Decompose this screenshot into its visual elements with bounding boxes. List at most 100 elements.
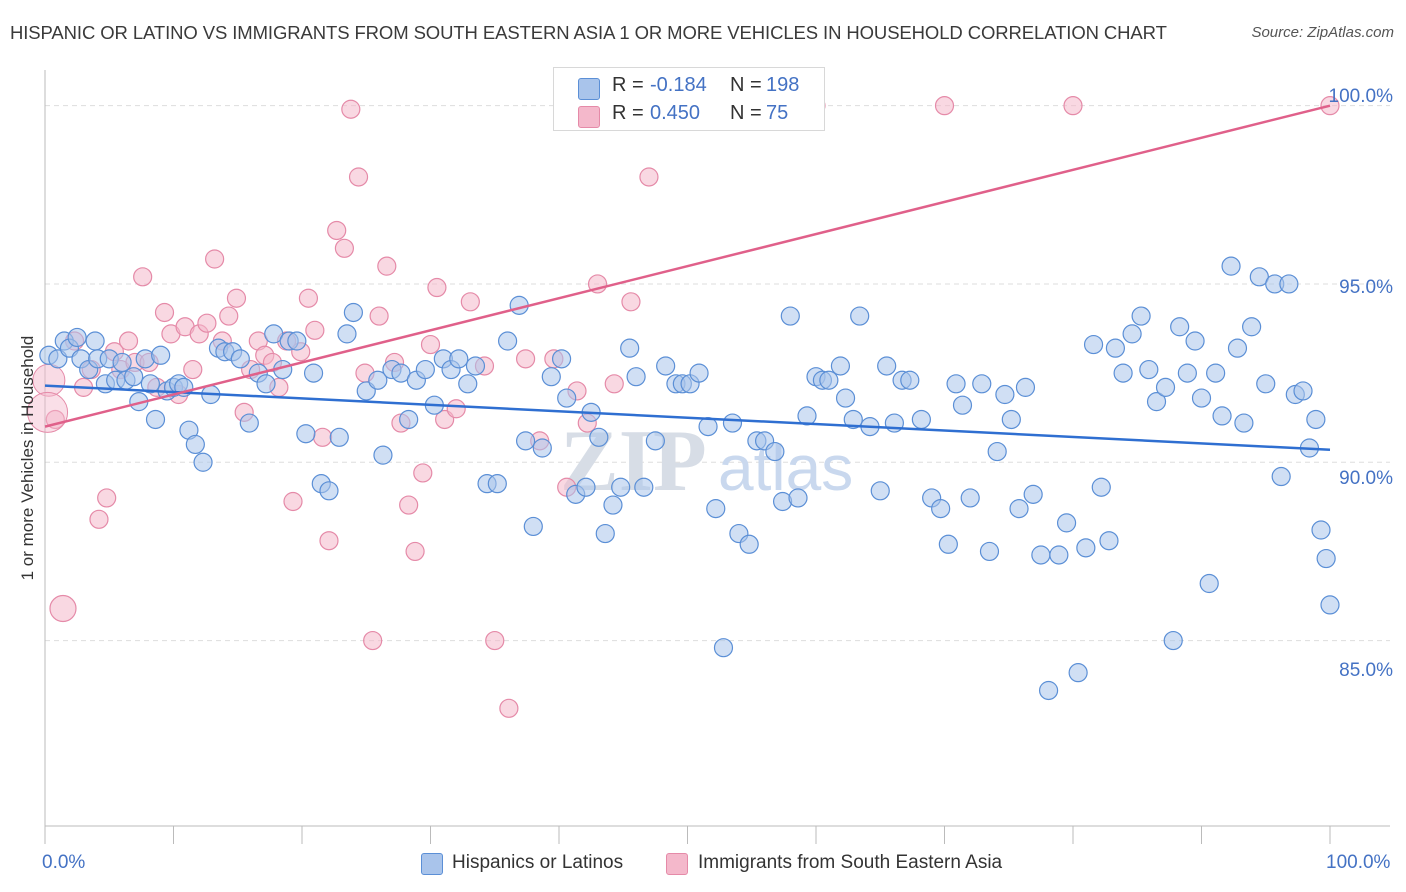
data-point-hispanics xyxy=(706,499,726,519)
data-point-hispanics xyxy=(1038,680,1059,701)
data-point-immigrants xyxy=(283,491,303,512)
data-point-hispanics xyxy=(931,499,951,519)
data-point-immigrants xyxy=(298,288,319,308)
chart-source: Source: ZipAtlas.com xyxy=(1251,24,1394,41)
legend-n-label: N = xyxy=(730,74,762,96)
data-point-immigrants xyxy=(197,313,217,333)
data-point-hispanics xyxy=(415,359,435,380)
data-point-hispanics xyxy=(1234,413,1254,433)
data-point-hispanics xyxy=(458,374,478,394)
data-point-immigrants xyxy=(334,238,355,258)
trend-line-hispanics xyxy=(44,384,1331,452)
data-point-hispanics xyxy=(1099,531,1119,551)
data-point-hispanics xyxy=(193,452,213,472)
data-point-hispanics xyxy=(1068,663,1088,683)
data-point-immigrants xyxy=(154,302,175,323)
data-point-hispanics xyxy=(739,534,759,554)
data-point-hispanics xyxy=(698,417,718,437)
data-point-hispanics xyxy=(1139,359,1159,380)
data-point-hispanics xyxy=(449,349,469,369)
bottom-legend-hispanics: Hispanics or Latinos xyxy=(452,852,624,873)
data-point-hispanics xyxy=(634,477,654,497)
data-point-hispanics xyxy=(946,374,966,394)
data-point-hispanics xyxy=(230,349,250,369)
data-point-hispanics xyxy=(1177,363,1197,383)
data-point-hispanics xyxy=(343,302,363,323)
data-point-hispanics xyxy=(287,331,307,351)
x-tick-min: 0.0% xyxy=(42,852,86,873)
data-point-hispanics xyxy=(487,474,507,494)
y-tick-90: 90.0% xyxy=(1339,468,1393,489)
data-point-immigrants xyxy=(133,267,153,287)
legend-swatch-blue xyxy=(578,78,600,100)
legend-n-value: 75 xyxy=(766,102,789,124)
data-point-hispanics xyxy=(819,370,839,390)
data-point-immigrants xyxy=(363,630,383,651)
blue-points-layer xyxy=(39,256,1340,701)
data-point-hispanics xyxy=(843,409,863,430)
data-point-hispanics xyxy=(911,409,931,430)
bottom-legend-swatch-pink xyxy=(666,853,688,875)
data-point-hispanics xyxy=(689,363,709,383)
data-point-hispanics xyxy=(603,495,623,515)
data-point-immigrants xyxy=(604,374,624,394)
data-point-hispanics xyxy=(589,427,609,447)
data-point-hispanics xyxy=(900,370,920,390)
data-point-immigrants xyxy=(446,399,466,419)
svg-text:atlas: atlas xyxy=(718,432,853,504)
data-point-hispanics xyxy=(303,363,324,383)
data-point-hispanics xyxy=(1155,377,1176,397)
data-point-hispanics xyxy=(368,370,388,390)
data-point-immigrants xyxy=(460,292,480,312)
data-point-hispanics xyxy=(972,374,992,394)
data-point-hispanics xyxy=(656,356,676,376)
data-point-hispanics xyxy=(1056,513,1077,533)
legend-r-value: 0.450 xyxy=(650,102,701,124)
data-point-immigrants xyxy=(639,167,659,187)
pink-points-layer xyxy=(27,96,1340,718)
trend-line-immigrants xyxy=(44,104,1331,428)
data-point-hispanics xyxy=(1001,409,1021,430)
data-point-hispanics xyxy=(319,481,339,501)
data-point-hispanics xyxy=(1185,331,1205,351)
data-point-hispanics xyxy=(1113,363,1133,383)
legend-n-value: 198 xyxy=(766,74,800,96)
data-point-hispanics xyxy=(987,441,1007,462)
data-point-hispanics xyxy=(1009,499,1029,519)
data-point-hispanics xyxy=(850,306,870,326)
data-point-hispanics xyxy=(870,481,890,501)
data-point-hispanics xyxy=(140,374,160,394)
data-point-hispanics xyxy=(1122,324,1142,344)
data-point-immigrants xyxy=(327,220,347,241)
data-point-hispanics xyxy=(765,441,785,462)
data-point-immigrants xyxy=(405,541,425,562)
data-point-immigrants xyxy=(499,698,519,718)
data-point-hispanics xyxy=(722,413,743,433)
data-point-hispanics xyxy=(239,413,259,433)
data-point-hispanics xyxy=(1023,484,1043,504)
data-point-hispanics xyxy=(329,427,349,447)
bottom-legend-immigrants: Immigrants from South Eastern Asia xyxy=(698,852,1003,873)
data-point-hispanics xyxy=(830,356,851,376)
data-point-hispanics xyxy=(541,367,561,387)
data-point-hispanics xyxy=(1293,381,1313,401)
chart-title: HISPANIC OR LATINO VS IMMIGRANTS FROM SO… xyxy=(10,22,1167,43)
data-point-immigrants xyxy=(369,306,389,326)
data-point-hispanics xyxy=(1206,363,1226,383)
trend-layer xyxy=(44,104,1331,452)
data-point-immigrants xyxy=(399,495,419,515)
data-point-hispanics xyxy=(1083,334,1104,355)
data-point-hispanics xyxy=(1271,466,1291,487)
data-point-hispanics xyxy=(1091,477,1111,497)
data-point-hispanics xyxy=(1256,374,1276,394)
data-point-immigrants xyxy=(348,167,369,187)
data-point-hispanics xyxy=(124,367,144,387)
data-point-hispanics xyxy=(557,388,577,408)
data-point-immigrants xyxy=(312,427,333,447)
correlation-legend: R = -0.184 N = 198 R = 0.450 N = 75 xyxy=(553,67,825,131)
y-tick-95: 95.0% xyxy=(1339,277,1393,298)
axis-layer xyxy=(44,70,1390,844)
data-point-immigrants xyxy=(1063,96,1083,116)
legend-r-value: -0.184 xyxy=(650,74,707,96)
